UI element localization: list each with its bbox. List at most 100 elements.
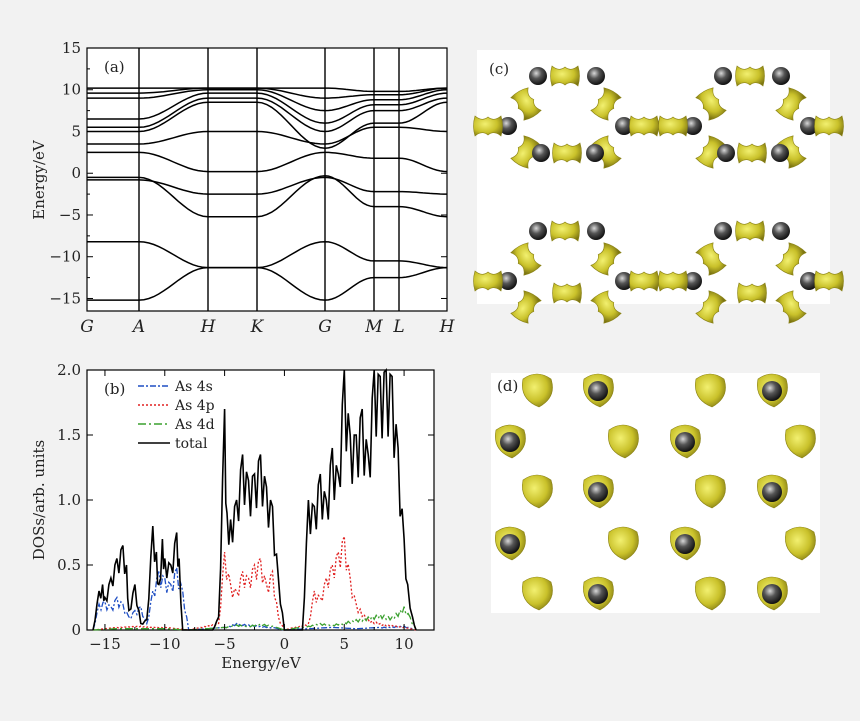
kpath-label: H <box>200 317 217 337</box>
panel-c-isosurfaces <box>473 65 844 324</box>
isosurface-lobe <box>522 576 553 611</box>
kpath-label: A <box>131 317 145 337</box>
isosurface-lobe <box>695 474 726 509</box>
isosurface-lobe <box>785 424 816 459</box>
atom-sphere <box>615 272 633 290</box>
x-tick-label: −10 <box>149 635 181 653</box>
isosurface-lobe <box>735 220 765 242</box>
isosurface-lobe <box>775 242 807 276</box>
atom-sphere <box>675 534 695 554</box>
y-tick-label: 10 <box>62 81 81 99</box>
y-tick-label: 0 <box>71 621 81 639</box>
atom-sphere <box>529 222 547 240</box>
atom-sphere <box>717 144 735 162</box>
isosurface-lobe <box>695 242 727 276</box>
band-line <box>87 97 448 133</box>
isosurface-lobe <box>522 373 553 408</box>
atom-sphere <box>714 67 732 85</box>
x-tick-label: 10 <box>395 635 414 653</box>
isosurface-lobe <box>737 282 767 304</box>
atom-sphere <box>762 381 782 401</box>
atom-sphere <box>529 67 547 85</box>
isosurface-lobe <box>552 282 582 304</box>
atom-sphere <box>588 584 608 604</box>
y-tick-label: −5 <box>59 206 81 224</box>
x-tick-label: −5 <box>214 635 236 653</box>
isosurface-lobe <box>550 220 580 242</box>
isosurface-lobe <box>522 474 553 509</box>
isosurface-lobe <box>608 526 639 561</box>
y-tick-label: 0 <box>71 164 81 182</box>
atom-sphere <box>588 482 608 502</box>
atom-sphere <box>684 272 702 290</box>
atom-sphere <box>586 144 604 162</box>
kpath-label: G <box>318 317 332 337</box>
isosurface-lobe <box>735 65 765 87</box>
dos-series-as-4p <box>92 536 417 631</box>
isosurface-lobe <box>695 87 727 121</box>
atom-sphere <box>587 67 605 85</box>
isosurface-lobe <box>775 290 807 324</box>
atom-sphere <box>684 117 702 135</box>
isosurface-lobe <box>590 290 622 324</box>
atom-sphere <box>499 272 517 290</box>
dos-y-axis-label: DOSs/arb. units <box>30 440 48 560</box>
band-line <box>87 92 448 124</box>
isosurface-lobe <box>814 270 844 292</box>
isosurface-lobe <box>775 87 807 121</box>
isosurface-lobe <box>510 290 542 324</box>
isosurface-lobe <box>590 242 622 276</box>
isosurface-lobe <box>629 270 659 292</box>
dos-legend: As 4s As 4p As 4d total <box>138 379 215 452</box>
atom-sphere <box>587 222 605 240</box>
isosurface-lobe <box>473 115 503 137</box>
band-line <box>87 266 448 301</box>
atom-sphere <box>675 432 695 452</box>
isosurface-lobe <box>608 424 639 459</box>
dos-panel: 0 0.5 1.0 1.5 2.0 −15 −10 −5 0 5 10 (b) DOSs/arb. … <box>30 361 435 672</box>
legend-label: As 4p <box>174 398 215 414</box>
band-line <box>87 176 447 195</box>
dos-x-axis-label: Energy/eV <box>221 654 302 672</box>
kpath-label: L <box>392 317 404 337</box>
band-y-axis-ticks: 15 10 5 0 −5 −10 −15 <box>49 39 447 307</box>
atom-sphere <box>800 117 818 135</box>
band-line <box>87 240 448 269</box>
legend-label: As 4s <box>174 379 213 395</box>
atom-sphere <box>762 584 782 604</box>
kpath-label: K <box>250 317 265 337</box>
legend-label: total <box>175 436 208 452</box>
atom-sphere <box>532 144 550 162</box>
atom-sphere <box>500 534 520 554</box>
y-tick-label: 0.5 <box>57 556 81 574</box>
isosurface-lobe <box>737 142 767 164</box>
panel-label-c: (c) <box>489 60 509 78</box>
dos-series-as-4d <box>92 606 417 631</box>
isosurface-lobe <box>550 65 580 87</box>
isosurface-lobe <box>695 373 726 408</box>
y-tick-label: −15 <box>49 289 81 307</box>
charge-density-panel-d: (d) <box>491 373 820 613</box>
panel-label-b: (b) <box>104 380 125 398</box>
atom-sphere <box>714 222 732 240</box>
atom-sphere <box>588 381 608 401</box>
panel-label-a: (a) <box>104 58 125 76</box>
isosurface-lobe <box>590 87 622 121</box>
atom-sphere <box>762 482 782 502</box>
kpath-label: H <box>439 317 456 337</box>
isosurface-lobe <box>658 270 688 292</box>
atom-sphere <box>500 432 520 452</box>
atom-sphere <box>772 222 790 240</box>
y-tick-label: −10 <box>49 248 81 266</box>
atom-sphere <box>800 272 818 290</box>
isosurface-lobe <box>695 576 726 611</box>
y-tick-label: 5 <box>71 122 81 140</box>
band-line <box>87 151 448 173</box>
band-line <box>87 87 447 93</box>
panel-d-isosurfaces <box>495 373 816 611</box>
atom-sphere <box>499 117 517 135</box>
band-lines <box>87 87 448 301</box>
kpath-label: G <box>80 317 94 337</box>
